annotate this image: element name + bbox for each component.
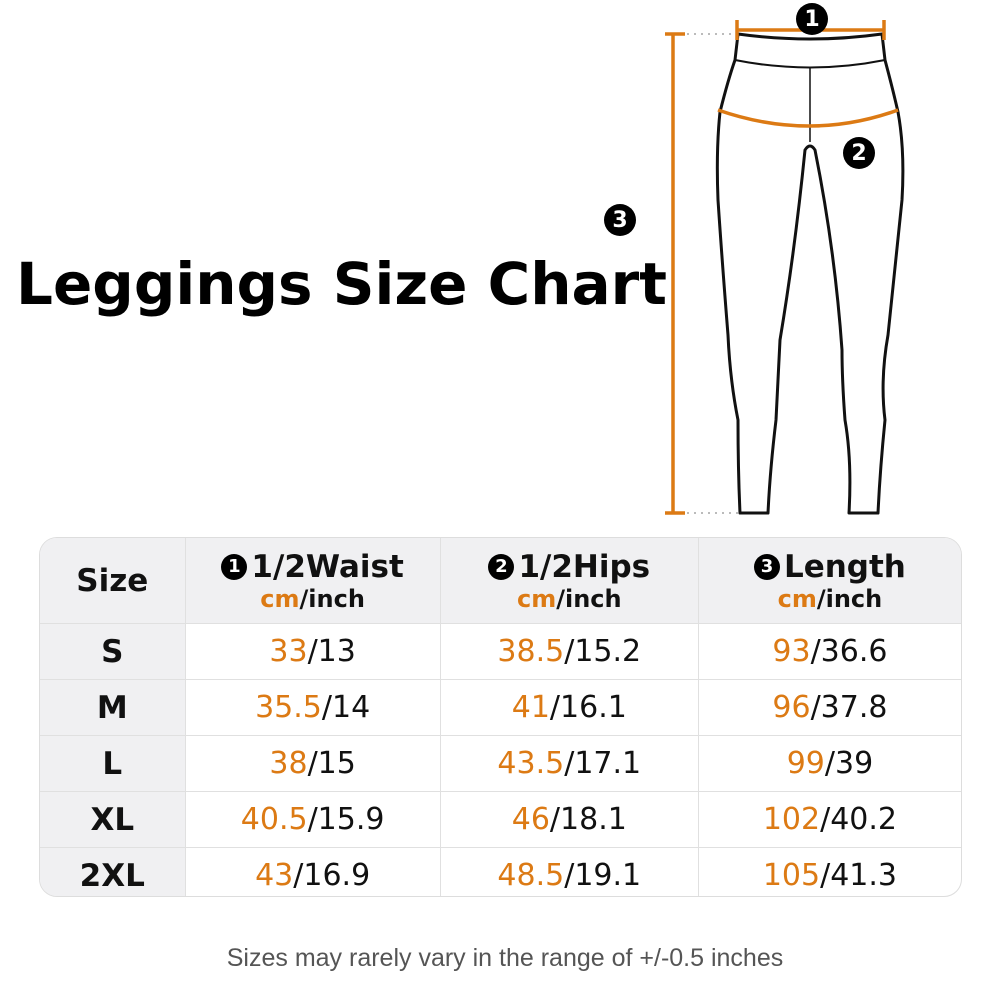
header-length: 3 Length cm/inch [697, 538, 961, 623]
table-header-row: Size 1 1/2Waist cm/inch 2 1/2Hips cm/inch … [40, 538, 961, 623]
table-row: S 33/13 38.5/15.2 93/36.6 [40, 623, 961, 679]
size-cell: XL [40, 792, 185, 847]
value-cm: 38 [269, 746, 308, 781]
table-row: 2XL 43/16.9 48.5/19.1 105/41.3 [40, 847, 961, 896]
value-cell: 48.5/19.1 [439, 848, 698, 896]
header-label: Length [783, 548, 906, 585]
value-cell: 102/40.2 [697, 792, 961, 847]
value-cell: 35.5/14 [184, 680, 440, 735]
value-cm: 93 [772, 634, 811, 669]
table-row: XL 40.5/15.9 46/18.1 102/40.2 [40, 791, 961, 847]
value-cell: 38.5/15.2 [439, 624, 698, 679]
table-row: L 38/15 43.5/17.1 99/39 [40, 735, 961, 791]
unit-inch: /inch [556, 584, 622, 613]
waistband-line [734, 59, 886, 69]
value-cm: 46 [511, 802, 550, 837]
value-cm: 38.5 [497, 634, 565, 669]
marker-hips: 2 [843, 137, 875, 169]
header-label: 1/2Hips [518, 548, 651, 585]
value-cm: 41 [511, 690, 550, 725]
badge-1: 1 [221, 553, 248, 580]
value-inch: /37.8 [810, 690, 888, 725]
hips-measure-curve [717, 108, 899, 128]
value-cm: 105 [762, 858, 821, 893]
value-inch: /36.6 [810, 634, 888, 669]
header-hips: 2 1/2Hips cm/inch [439, 538, 698, 623]
value-inch: /14 [321, 690, 371, 725]
value-cell: 43.5/17.1 [439, 736, 698, 791]
value-cm: 48.5 [497, 858, 565, 893]
value-cell: 43/16.9 [184, 848, 440, 896]
badge-2: 2 [488, 553, 515, 580]
value-cm: 35.5 [255, 690, 322, 725]
header-waist: 1 1/2Waist cm/inch [184, 538, 440, 623]
value-inch: /18.1 [549, 802, 627, 837]
size-note: Sizes may rarely vary in the range of +/… [226, 944, 784, 972]
value-cell: 99/39 [697, 736, 961, 791]
header-label: 1/2Waist [251, 548, 404, 585]
value-cell: 46/18.1 [439, 792, 698, 847]
value-inch: /16.9 [293, 858, 371, 893]
value-cell: 33/13 [184, 624, 440, 679]
value-cm: 99 [786, 746, 825, 781]
value-cell: 93/36.6 [697, 624, 961, 679]
size-table: Size 1 1/2Waist cm/inch 2 1/2Hips cm/inch … [39, 537, 962, 897]
page-title: Leggings Size Chart [16, 250, 667, 318]
value-inch: /15.2 [564, 634, 642, 669]
value-cm: 96 [772, 690, 811, 725]
value-inch: /16.1 [549, 690, 627, 725]
value-inch: /41.3 [820, 858, 898, 893]
value-inch: /15.9 [307, 802, 385, 837]
unit-inch: /inch [816, 584, 883, 613]
leggings-diagram [665, 20, 905, 515]
table-row: M 35.5/14 41/16.1 96/37.8 [40, 679, 961, 735]
badge-3: 3 [753, 553, 780, 580]
value-cm: 43.5 [497, 746, 565, 781]
value-inch: /19.1 [564, 858, 642, 893]
unit-cm: cm [260, 584, 300, 613]
value-cell: 96/37.8 [697, 680, 961, 735]
unit-cm: cm [777, 584, 817, 613]
value-cm: 43 [255, 858, 294, 893]
marker-waist: 1 [796, 3, 828, 35]
marker-length: 3 [604, 204, 636, 236]
value-cell: 41/16.1 [439, 680, 698, 735]
size-cell: 2XL [40, 848, 185, 896]
size-cell: S [40, 624, 185, 679]
value-cm: 33 [269, 634, 308, 669]
size-cell: L [40, 736, 185, 791]
value-cell: 40.5/15.9 [184, 792, 440, 847]
leggings-outline [715, 32, 905, 515]
value-inch: /13 [307, 634, 356, 669]
value-cell: 105/41.3 [697, 848, 961, 896]
value-inch: /40.2 [820, 802, 898, 837]
unit-inch: /inch [299, 584, 365, 613]
size-header: Size [40, 538, 185, 623]
value-cm: 102 [762, 802, 821, 837]
value-inch: /15 [307, 746, 356, 781]
value-inch: /17.1 [564, 746, 642, 781]
value-inch: /39 [824, 746, 874, 781]
value-cell: 38/15 [184, 736, 440, 791]
length-measure-line [665, 32, 685, 515]
value-cm: 40.5 [240, 802, 308, 837]
unit-cm: cm [516, 584, 557, 613]
size-cell: M [40, 680, 185, 735]
